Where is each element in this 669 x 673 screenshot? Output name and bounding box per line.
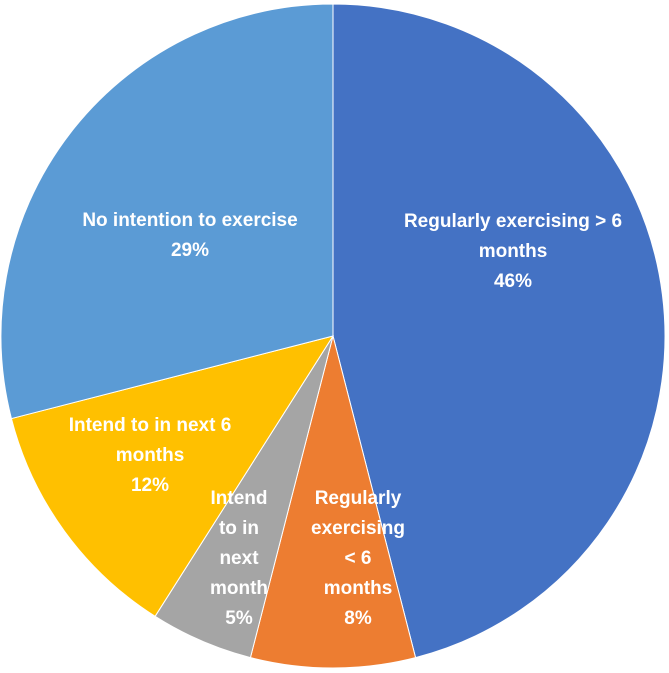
pie-slice-3 — [10, 335, 335, 618]
slice-category-label-1: exercising — [311, 518, 405, 539]
slice-label-4: No intention to exercise 29% — [82, 210, 297, 261]
slice-category-label-3: Intend to in next 6 — [69, 415, 232, 436]
slice-category-label-2: Intend — [211, 488, 268, 509]
slice-category-label-1: Regularly — [315, 488, 402, 509]
slice-label-1: Regularly exercising < 6 months 8% — [311, 488, 405, 629]
slice-category-label-2: to in — [219, 518, 259, 539]
slice-value-label-1: 8% — [344, 608, 372, 629]
slice-value-label-4: 29% — [171, 240, 209, 261]
slice-label-0: Regularly exercising > 6 months 46% — [404, 211, 622, 292]
slice-label-2: Intend to in next month 5% — [210, 488, 268, 629]
slice-value-label-3: 12% — [131, 475, 169, 496]
slice-label-3: Intend to in next 6 months 12% — [69, 415, 232, 496]
slice-category-label-0: Regularly exercising > 6 — [404, 211, 622, 232]
slice-category-label-2: month — [210, 578, 268, 599]
slice-category-label-3: months — [116, 445, 185, 466]
slice-category-label-4: No intention to exercise — [82, 210, 297, 231]
pie-slice-1 — [249, 335, 417, 669]
pie-slice-0 — [332, 3, 666, 659]
slice-value-label-0: 46% — [494, 271, 532, 292]
slice-category-label-0: months — [479, 241, 548, 262]
pie-slice-4 — [0, 3, 334, 420]
slice-category-label-2: next — [219, 548, 259, 569]
slice-category-label-1: < 6 — [345, 548, 372, 569]
slice-value-label-2: 5% — [225, 608, 253, 629]
slice-category-label-1: months — [324, 578, 393, 599]
